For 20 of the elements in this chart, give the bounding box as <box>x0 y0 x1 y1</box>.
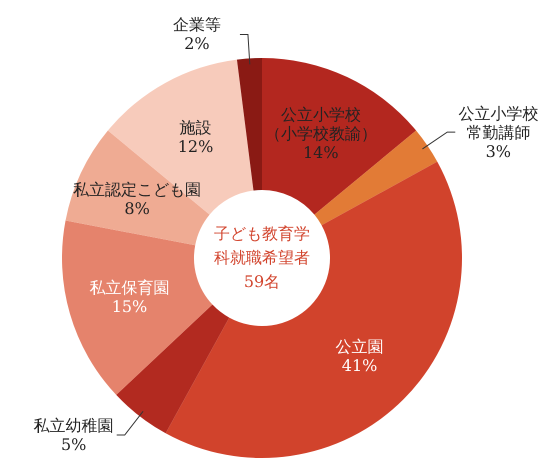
data-label: 12% <box>176 137 214 156</box>
slice-label: 企業等 <box>172 15 222 34</box>
data-label: 15% <box>110 296 148 316</box>
data-label: 14% <box>302 142 340 162</box>
slice-label: 私立認定こども園 <box>72 180 202 200</box>
donut-slice <box>262 58 416 215</box>
slice-label: 施設 <box>178 118 213 138</box>
slice-label: 私立保育園 <box>88 278 170 296</box>
data-label: 41% <box>340 356 378 375</box>
data-label: 8% <box>123 199 151 218</box>
slice-label: 公立園 <box>334 336 385 356</box>
slice-label: 私立幼稚園 <box>32 416 115 435</box>
slice-label: 公立小学校常勤講師 <box>457 104 540 142</box>
data-label: 5% <box>60 434 88 454</box>
data-label: 3% <box>484 142 512 161</box>
text: 子ども教育学科就職希望者59名 <box>213 223 311 293</box>
donut-slice <box>62 220 212 395</box>
data-label: 2% <box>183 34 211 54</box>
donut-slice <box>236 58 262 191</box>
slice-label: 公立小学校（小学校教諭） <box>264 104 378 143</box>
